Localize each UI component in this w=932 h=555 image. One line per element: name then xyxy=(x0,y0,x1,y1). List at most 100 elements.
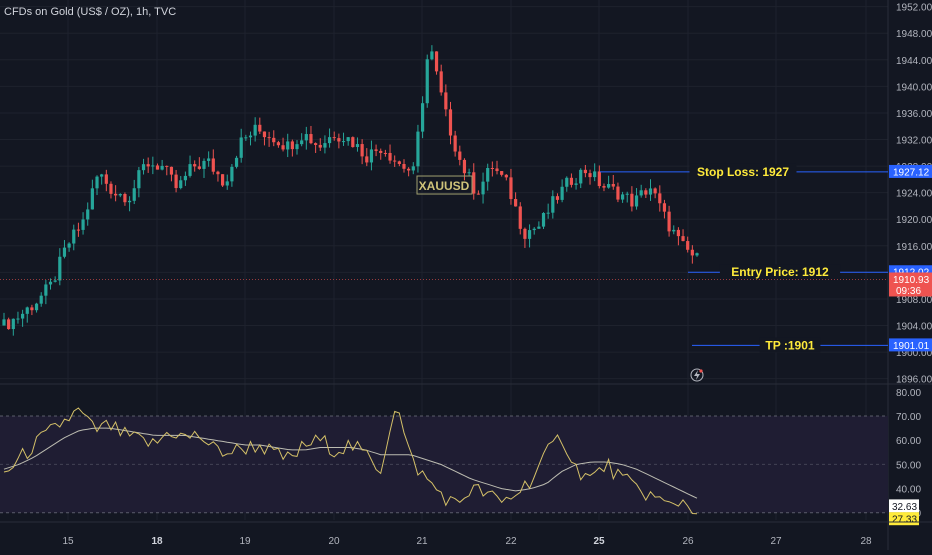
candle-body xyxy=(676,229,680,237)
candle-body xyxy=(458,151,462,160)
candle-body xyxy=(355,144,360,148)
candle-body xyxy=(146,164,150,167)
candle-body xyxy=(169,166,174,175)
candle-body xyxy=(546,212,550,214)
candle-body xyxy=(495,168,499,172)
price-tick-label: 1896.00 xyxy=(896,375,932,386)
time-tick-label: 28 xyxy=(860,536,872,547)
candle-body xyxy=(462,159,467,174)
take-profit-label-bg xyxy=(759,337,821,353)
candle-body xyxy=(295,144,299,150)
candle-body xyxy=(341,141,346,143)
candle-body xyxy=(579,169,583,184)
candle-body xyxy=(434,51,439,72)
candle-body xyxy=(560,186,564,200)
candle-body xyxy=(202,160,206,169)
candle-body xyxy=(374,149,378,151)
candle-body xyxy=(207,158,211,161)
candle-body xyxy=(304,134,308,141)
candle-body xyxy=(114,193,118,196)
candle-body xyxy=(569,177,574,185)
candle-body xyxy=(620,194,625,200)
candle-body xyxy=(686,241,690,250)
candle-body xyxy=(439,71,443,93)
candle-body xyxy=(39,295,43,304)
candle-body xyxy=(272,137,276,143)
candle-body xyxy=(281,145,285,150)
candle-body xyxy=(239,137,243,158)
tp-price-tag xyxy=(889,338,932,352)
candle-body xyxy=(551,196,555,213)
candle-body xyxy=(193,164,197,167)
candle-body xyxy=(518,206,522,229)
candle-body xyxy=(337,138,341,142)
candle-body xyxy=(448,109,453,136)
countdown-text: 09:36 xyxy=(896,286,921,297)
time-tick-label: 25 xyxy=(593,536,605,547)
candle-body xyxy=(123,193,127,203)
candle-body xyxy=(444,92,448,110)
entry-price-label-bg xyxy=(719,264,841,280)
candle-body xyxy=(183,175,187,181)
price-tick-label: 1920.00 xyxy=(896,215,932,226)
rsi-ma-value-tag-text: 27.33 xyxy=(892,515,917,526)
stop-loss-price-tag xyxy=(889,164,932,178)
candle-body xyxy=(527,230,532,239)
rsi-band xyxy=(0,416,888,513)
candle-body xyxy=(383,152,387,154)
candle-body xyxy=(86,209,90,220)
candle-body xyxy=(248,135,253,138)
candle-body xyxy=(234,157,239,167)
candle-body xyxy=(490,168,494,170)
candle-body xyxy=(62,247,67,257)
candle-body xyxy=(95,176,99,189)
candle-body xyxy=(648,188,653,195)
candle-body xyxy=(420,103,425,132)
price-tick-label: 1900.00 xyxy=(896,348,932,359)
candle-body xyxy=(332,137,336,139)
time-tick-label: 27 xyxy=(770,536,782,547)
entry-price-label: Entry Price: 1912 xyxy=(731,265,829,279)
chart-title: CFDs on Gold (US$ / OZ), 1h, TVC xyxy=(4,6,177,18)
candle-body xyxy=(44,284,48,296)
candle-body xyxy=(151,165,155,167)
candle-body xyxy=(402,163,406,169)
candle-body xyxy=(53,280,57,282)
symbol-watermark-box xyxy=(416,175,473,195)
candle-body xyxy=(179,180,183,189)
candle-body xyxy=(137,170,141,189)
current-price-tag xyxy=(889,272,932,297)
rsi-tick-label: 40.00 xyxy=(896,485,921,496)
price-tick-label: 1924.00 xyxy=(896,189,932,200)
candle-body xyxy=(165,165,169,167)
candle-body xyxy=(541,213,546,227)
candle-body xyxy=(393,160,397,162)
candle-body xyxy=(430,51,434,60)
lightning-icon[interactable] xyxy=(690,368,704,382)
tp-price-tag-text: 1901.01 xyxy=(893,341,930,352)
candle-body xyxy=(351,137,355,148)
candle-body xyxy=(253,124,257,136)
candle-body xyxy=(360,144,364,157)
candle-body xyxy=(565,177,569,187)
time-tick-label: 21 xyxy=(416,536,428,547)
candle-body xyxy=(672,229,676,232)
stop-loss-label: Stop Loss: 1927 xyxy=(697,165,789,179)
candle-body xyxy=(625,193,629,195)
time-tick-label: 20 xyxy=(328,536,340,547)
candle-body xyxy=(662,203,667,212)
candle-body xyxy=(607,184,611,188)
price-tick-label: 1952.00 xyxy=(896,3,932,14)
candle-body xyxy=(72,229,76,244)
candle-body xyxy=(425,59,429,104)
candle-body xyxy=(323,143,327,148)
candle-body xyxy=(407,168,411,171)
candle-body xyxy=(58,256,62,281)
candle-body xyxy=(574,183,578,185)
candle-body xyxy=(523,228,527,239)
candle-body xyxy=(602,186,606,188)
candle-body xyxy=(309,134,313,144)
price-tick-label: 1932.00 xyxy=(896,136,932,147)
